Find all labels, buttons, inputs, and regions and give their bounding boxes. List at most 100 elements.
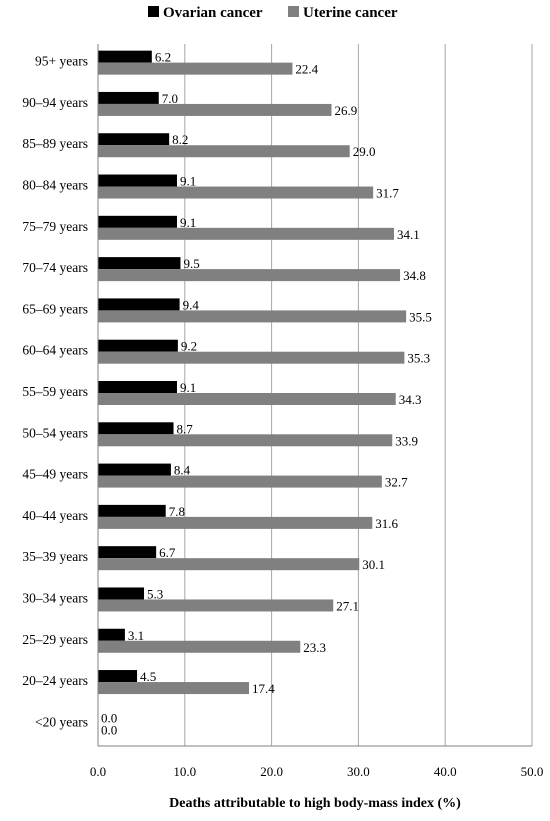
bar-ovarian (98, 174, 177, 187)
data-label-ovarian: 4.5 (140, 669, 156, 684)
category-label: 30–34 years (22, 590, 88, 605)
data-label-ovarian: 3.1 (128, 628, 144, 643)
legend: Ovarian cancer Uterine cancer (148, 5, 398, 21)
bar-uterine (98, 186, 374, 199)
bar-ovarian (98, 339, 178, 352)
legend-label-uterine: Uterine cancer (303, 5, 398, 21)
bar-ovarian (98, 546, 157, 559)
bar-uterine (98, 640, 301, 653)
category-label: 45–49 years (22, 467, 88, 482)
data-label-ovarian: 8.4 (174, 463, 191, 478)
bar-uterine (98, 351, 405, 364)
data-label-uterine: 27.1 (336, 598, 359, 613)
data-label-uterine: 31.7 (376, 186, 399, 201)
bar-ovarian (98, 422, 174, 435)
category-label: 80–84 years (22, 178, 88, 193)
data-label-ovarian: 6.2 (155, 50, 171, 65)
bar-ovarian (98, 215, 177, 228)
data-label-uterine: 22.4 (295, 62, 318, 77)
x-axis-ticks: 0.0 10.0 20.0 30.0 40.0 50.0 (90, 764, 544, 779)
data-label-ovarian: 9.1 (180, 215, 196, 230)
data-label-ovarian: 8.2 (172, 132, 188, 147)
data-label-uterine: 29.0 (353, 144, 376, 159)
bar-uterine (98, 682, 250, 695)
bar-ovarian (98, 257, 181, 270)
bar-ovarian (98, 587, 145, 600)
data-label-ovarian: 9.1 (180, 174, 196, 189)
bar-uterine (98, 269, 401, 282)
category-labels: 95+ years 90–94 years 85–89 years 80–84 yea… (22, 54, 88, 730)
bar-uterine (98, 310, 407, 323)
data-label-uterine: 17.4 (252, 681, 275, 696)
bar-uterine (98, 103, 332, 116)
data-label-uterine: 33.9 (395, 433, 418, 448)
bar-ovarian (98, 670, 138, 683)
category-label: 75–79 years (22, 219, 88, 234)
bar-ovarian (98, 463, 171, 476)
data-label-uterine: 26.9 (334, 103, 357, 118)
bar-ovarian (98, 298, 180, 311)
bar-uterine (98, 393, 396, 405)
bar-uterine (98, 434, 393, 447)
category-label: 70–74 years (22, 260, 88, 275)
category-label: <20 years (35, 714, 88, 729)
data-label-uterine: 35.3 (407, 351, 430, 366)
data-label-uterine: 23.3 (303, 640, 326, 655)
bar-ovarian (98, 50, 152, 63)
category-label: 95+ years (35, 54, 88, 69)
category-label: 50–54 years (22, 425, 88, 440)
category-label: 55–59 years (22, 384, 88, 399)
bar-uterine (98, 599, 334, 612)
category-label: 35–39 years (22, 549, 88, 564)
data-label-uterine: 30.1 (362, 557, 385, 572)
data-label-ovarian: 5.3 (147, 586, 163, 601)
data-label-ovarian: 8.7 (177, 421, 194, 436)
bar-uterine (98, 558, 360, 571)
x-tick-label: 0.0 (90, 764, 106, 779)
data-label-uterine: 34.3 (399, 392, 422, 407)
data-label-ovarian: 9.2 (181, 339, 197, 354)
category-label: 65–69 years (22, 301, 88, 316)
x-tick-label: 10.0 (173, 764, 196, 779)
x-axis-title: Deaths attributable to high body-mass in… (169, 796, 461, 811)
category-label: 60–64 years (22, 343, 88, 358)
data-label-uterine: 34.8 (403, 268, 426, 283)
data-label-uterine: 32.7 (385, 475, 408, 490)
bar-ovarian (98, 504, 166, 517)
value-labels: 6.2 22.4 7.0 26.9 8.2 29.0 9.1 31.7 9.1 34.1 9.5 34… (101, 50, 432, 738)
data-label-ovarian: 7.0 (162, 91, 178, 106)
category-label: 20–24 years (22, 673, 88, 688)
data-label-ovarian: 9.5 (183, 256, 199, 271)
data-label-ovarian: 9.1 (180, 380, 196, 395)
category-label: 85–89 years (22, 136, 88, 151)
category-label: 40–44 years (22, 508, 88, 523)
bars (98, 50, 407, 695)
data-label-uterine: 34.1 (397, 227, 420, 242)
x-tick-label: 50.0 (521, 764, 544, 779)
bar-ovarian (98, 91, 159, 104)
data-label-ovarian: 9.4 (183, 297, 200, 312)
legend-swatch-uterine (288, 6, 299, 17)
data-label-ovarian: 7.8 (169, 504, 185, 519)
category-label: 25–29 years (22, 632, 88, 647)
data-label-uterine: 35.5 (409, 309, 432, 324)
bar-ovarian (98, 381, 177, 393)
bar-uterine (98, 145, 350, 158)
bar-uterine (98, 62, 293, 75)
bar-uterine (98, 516, 373, 529)
bar-uterine (98, 227, 394, 240)
bar-ovarian (98, 133, 170, 146)
bar-uterine (98, 475, 382, 488)
data-label-ovarian: 6.7 (159, 545, 176, 560)
data-label-ovarian: 0.0 (101, 710, 117, 725)
bar-ovarian (98, 628, 125, 641)
x-tick-label: 20.0 (260, 764, 283, 779)
data-label-uterine: 0.0 (101, 722, 117, 737)
legend-swatch-ovarian (148, 6, 159, 17)
data-label-uterine: 31.6 (375, 516, 398, 531)
category-label: 90–94 years (22, 95, 88, 110)
legend-label-ovarian: Ovarian cancer (163, 5, 263, 21)
x-tick-label: 30.0 (347, 764, 370, 779)
